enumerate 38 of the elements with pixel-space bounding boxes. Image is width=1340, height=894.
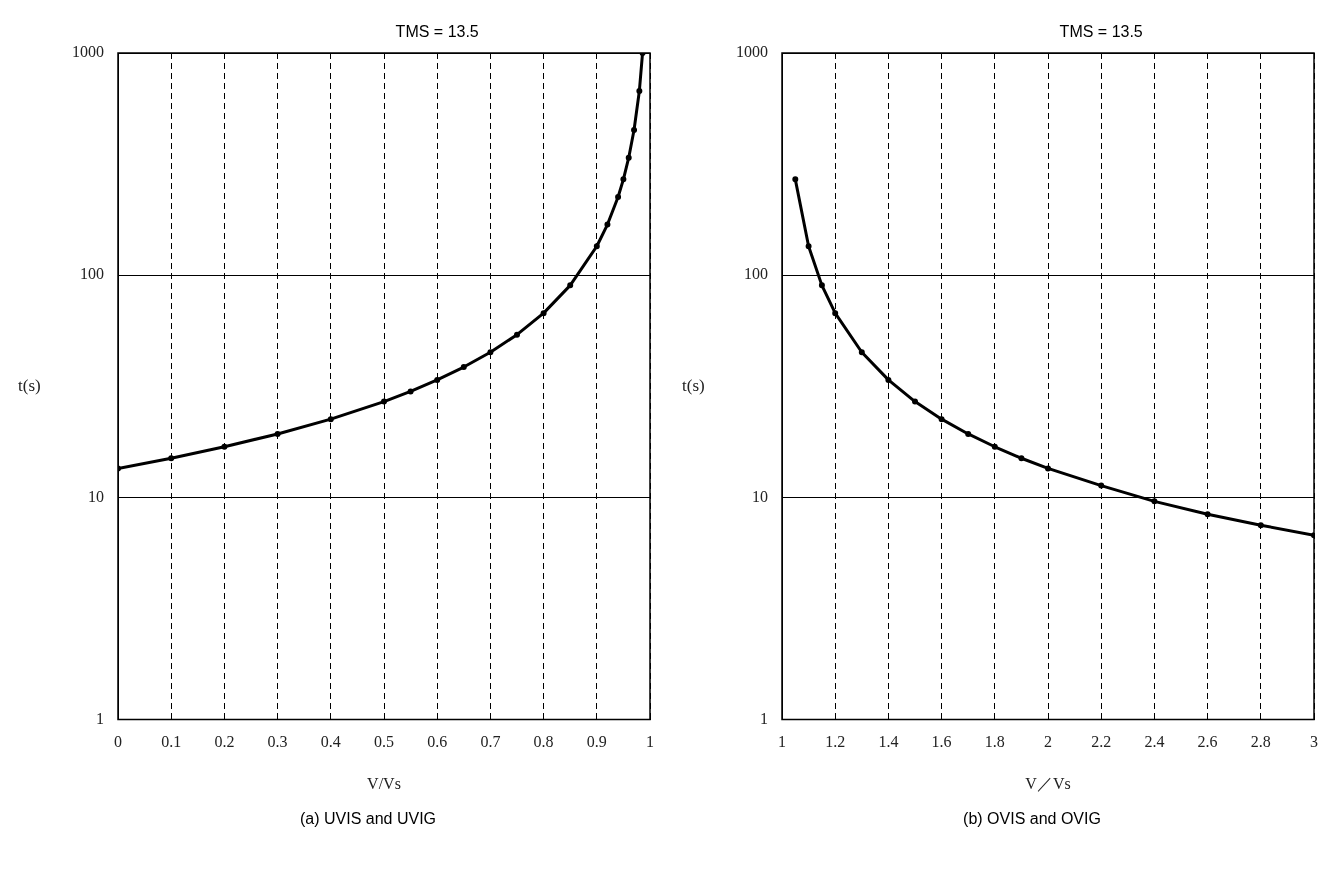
- y-tick-label: 1000: [736, 43, 768, 61]
- x-tick-label: 2.4: [1144, 733, 1165, 751]
- x-tick-label: 0.4: [320, 733, 341, 751]
- y-tick-label: 10: [88, 487, 104, 505]
- x-tick-label: 0.8: [533, 733, 554, 751]
- y-tick-label: 1: [760, 709, 768, 727]
- x-tick-label: 0: [114, 733, 122, 751]
- y-axis-title: t(s): [682, 375, 705, 395]
- x-tick-label: 2: [1044, 733, 1052, 751]
- y-tick-label: 10: [752, 487, 768, 505]
- x-tick-label: 0.1: [161, 733, 182, 751]
- x-tick-label: 3: [1310, 733, 1318, 751]
- x-tick-label: 1.2: [825, 733, 846, 751]
- text: (b) OVIS and OVIG: [962, 810, 1102, 828]
- x-tick-label: 2.6: [1197, 733, 1218, 751]
- x-tick-label: 0.5: [374, 733, 394, 751]
- x-tick-label: 0.2: [214, 733, 235, 751]
- y-tick-label: 100: [80, 265, 104, 283]
- x-tick-label: 2.2: [1091, 733, 1112, 751]
- y-tick-label: 1: [96, 709, 104, 727]
- y-axis-title: t(s): [18, 375, 41, 395]
- x-tick-label: 1.4: [878, 733, 899, 751]
- x-tick-label: 2.8: [1250, 733, 1271, 751]
- x-tick-label: 1.6: [931, 733, 952, 751]
- x-tick-label: 1.8: [984, 733, 1005, 751]
- x-axis-title: V／Vs: [1025, 774, 1071, 792]
- x-tick-label: 0.3: [267, 733, 288, 751]
- chart-title: TMS = 13.5: [395, 23, 479, 41]
- x-tick-label: 1: [778, 733, 786, 751]
- chart-title: TMS = 13.5: [1059, 23, 1143, 41]
- text: (a) UVIS and UVIG: [298, 810, 437, 828]
- x-tick-label: 0.6: [427, 733, 448, 751]
- y-tick-label: 1000: [72, 43, 104, 61]
- x-axis-title: V/Vs: [367, 774, 401, 792]
- x-tick-label: 0.7: [480, 733, 501, 751]
- y-tick-label: 100: [744, 265, 768, 283]
- x-tick-label: 0.9: [586, 733, 607, 751]
- x-tick-label: 1: [646, 733, 654, 751]
